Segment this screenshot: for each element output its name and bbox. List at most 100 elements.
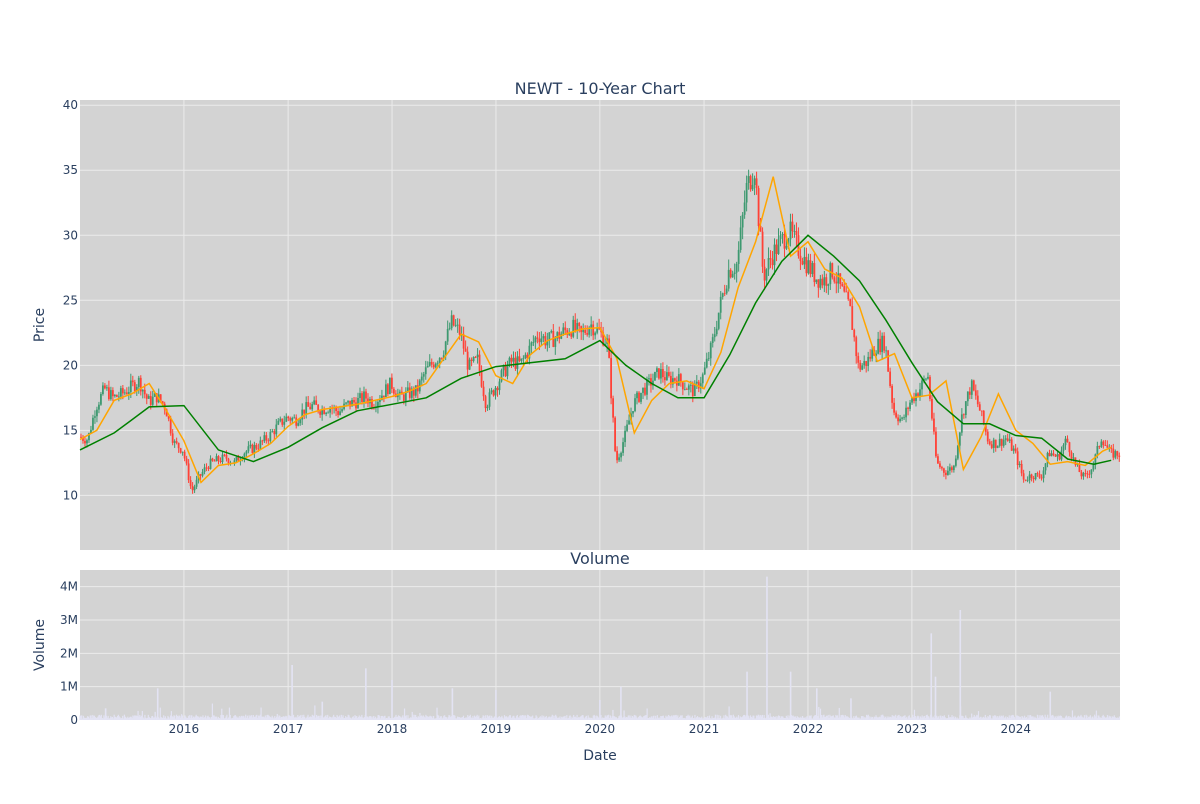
volume-bar: [905, 717, 907, 720]
volume-bar: [575, 717, 577, 720]
candle-body: [761, 231, 764, 267]
volume-bar: [232, 718, 234, 720]
volume-spike-bar: [365, 668, 367, 720]
volume-bar: [801, 718, 803, 720]
candle-body: [817, 279, 820, 288]
volume-bar: [269, 716, 271, 720]
volume-bar: [605, 717, 607, 720]
volume-bar: [1062, 718, 1064, 720]
volume-bar: [338, 717, 340, 720]
candle-body: [763, 266, 766, 281]
volume-bar: [1076, 716, 1079, 720]
volume-bar: [528, 715, 530, 720]
candle-body: [917, 393, 919, 397]
volume-bar: [303, 714, 305, 720]
volume-bar: [202, 715, 204, 720]
volume-bar: [1064, 718, 1066, 720]
volume-bar: [268, 715, 270, 720]
candle-body: [526, 354, 529, 359]
candle-body: [835, 281, 838, 284]
volume-bar: [674, 715, 676, 720]
volume-bar: [510, 718, 512, 720]
candle-body: [745, 182, 748, 203]
volume-bar: [614, 716, 616, 720]
volume-bar: [667, 716, 669, 720]
candle-body: [929, 376, 931, 399]
candle-body: [839, 273, 842, 284]
volume-bar: [762, 717, 764, 720]
volume-bar: [315, 717, 317, 720]
volume-bar: [175, 714, 178, 720]
volume-bar: [703, 718, 705, 720]
volume-bar: [1044, 714, 1046, 720]
volume-bar: [130, 716, 132, 720]
volume-bar: [708, 715, 711, 720]
volume-bar: [594, 715, 596, 720]
volume-bar: [822, 715, 824, 720]
volume-bar: [609, 715, 611, 720]
candle-body: [486, 406, 489, 409]
volume-bar: [582, 715, 584, 720]
volume-bar: [852, 718, 854, 720]
volume-bar: [301, 714, 303, 720]
volume-bar: [1004, 717, 1006, 720]
candle-body: [217, 456, 220, 462]
candle-body: [943, 468, 945, 473]
volume-bar: [981, 718, 983, 720]
volume-bar: [1014, 718, 1016, 720]
volume-bar: [208, 717, 210, 720]
volume-bar: [857, 718, 859, 720]
volume-bar: [628, 715, 630, 720]
candle-body: [183, 451, 186, 459]
volume-bar: [661, 715, 664, 720]
volume-bar: [823, 714, 825, 720]
volume-bar: [565, 718, 567, 720]
candle-body: [865, 361, 868, 367]
volume-bar: [801, 716, 804, 720]
candle-body: [456, 324, 459, 326]
volume-bar: [526, 714, 529, 720]
volume-bar: [242, 715, 244, 720]
candle-body: [540, 338, 543, 343]
volume-bar: [225, 716, 227, 720]
candle-body: [215, 456, 218, 462]
volume-bar: [412, 714, 414, 720]
volume-bar: [108, 718, 110, 720]
candle-body: [205, 467, 208, 469]
volume-bar: [456, 718, 458, 720]
volume-bar: [536, 716, 538, 720]
volume-bar: [871, 716, 874, 720]
volume-bar: [936, 717, 939, 720]
volume-bar: [838, 707, 840, 720]
candle-body: [947, 470, 949, 475]
candle-body: [520, 358, 523, 361]
volume-bar: [135, 715, 137, 720]
candle-body: [813, 263, 816, 283]
volume-bar: [648, 717, 650, 720]
volume-bar: [363, 717, 366, 720]
candle-body: [1040, 477, 1043, 479]
volume-bar: [482, 715, 484, 720]
candle-body: [895, 412, 897, 418]
volume-bar: [1117, 717, 1119, 720]
volume-bar: [873, 716, 875, 720]
volume-bar: [204, 715, 207, 720]
volume-bar: [505, 716, 507, 720]
volume-bar: [705, 717, 707, 720]
candle-body: [149, 396, 152, 405]
volume-bar: [661, 716, 663, 720]
price-y-tick-label: 15: [63, 423, 78, 437]
volume-spike-bar: [959, 610, 962, 720]
candle-body: [1112, 448, 1115, 458]
volume-bar: [347, 714, 349, 720]
volume-bar: [1034, 716, 1036, 720]
candle-body: [412, 388, 415, 396]
candle-body: [727, 269, 730, 289]
volume-bar: [614, 717, 617, 720]
price-chart-title: NEWT - 10-Year Chart: [515, 79, 686, 98]
volume-bar: [600, 715, 602, 720]
candle-body: [1104, 445, 1107, 446]
volume-bar: [1104, 717, 1106, 720]
volume-bar: [522, 715, 524, 720]
volume-bar: [580, 716, 582, 720]
